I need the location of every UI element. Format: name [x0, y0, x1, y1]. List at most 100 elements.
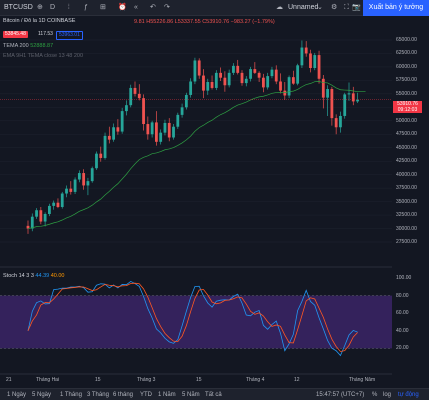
settings-icon[interactable]: ⚙ [331, 4, 338, 11]
tema-value: 52888.87 [30, 43, 54, 49]
range-button[interactable]: 3 Tháng [87, 392, 109, 398]
ema-line [27, 81, 366, 229]
current-time-tag: 09:12:03 [393, 107, 422, 113]
range-button[interactable]: 1 Năm [158, 392, 176, 398]
screenshot-icon[interactable]: 📷 [352, 4, 361, 11]
bid-tag[interactable]: 53845.48 [3, 31, 28, 38]
cloud-icon[interactable]: ☁ [276, 4, 283, 11]
current-price-tag: 53910.76 [393, 101, 422, 107]
time-axis-label: 15 [196, 377, 202, 383]
candle-body [116, 127, 120, 132]
stoch-title: Stoch 14 3 3 [3, 273, 34, 279]
candle-body [214, 72, 218, 88]
redo-icon[interactable]: ↷ [164, 4, 170, 11]
legend-open-prefix: 9.81 H [134, 19, 151, 25]
time-axis-label: 15 [95, 377, 101, 383]
layout-menu-chevron-icon[interactable]: ⌄ [317, 4, 323, 11]
ema-row: EMA 9H1 TEMA close 13 48 200 [3, 53, 83, 59]
chart-type-icon[interactable]: ⦙ [68, 4, 70, 11]
interval-selector[interactable]: D [50, 4, 56, 11]
layout-name[interactable]: Unnamed [288, 4, 319, 11]
candle-body [321, 78, 325, 98]
time-axis-label: 12 [294, 377, 300, 383]
candle-body [172, 126, 175, 138]
range-button[interactable]: 5 Ngày [32, 392, 52, 398]
percent-toggle[interactable]: % [372, 392, 378, 398]
candle-body [326, 89, 329, 98]
template-icon[interactable]: ⊞ [100, 4, 106, 11]
candle-body [313, 55, 317, 69]
range-button[interactable]: YTD [140, 392, 152, 398]
candle-body [77, 173, 81, 180]
compare-add-icon[interactable]: ⊕ [37, 4, 43, 11]
candle-body [39, 210, 43, 222]
replay-icon[interactable]: « [134, 4, 138, 11]
candle-body [266, 76, 270, 88]
publish-idea-button[interactable]: Xuất bản ý tưởng [363, 0, 429, 16]
stoch-legend: Stoch 14 3 3 44.39 40.00 [3, 273, 64, 279]
candle-body [253, 69, 257, 73]
symbol-search[interactable]: BTCUSD [4, 4, 33, 11]
candle-body [176, 114, 180, 127]
range-button[interactable]: 6 tháng [113, 392, 134, 398]
stoch-k-value: 44.39 [35, 273, 50, 279]
candle-body [210, 82, 214, 88]
auto-toggle[interactable]: tự động [398, 392, 419, 398]
candle-body [343, 94, 347, 116]
candle-body [163, 122, 167, 133]
price-axis-label: 40000.00 [396, 171, 417, 178]
candle-body [65, 188, 68, 194]
candle-body [300, 47, 304, 66]
bottom-bar: 1 Ngày 5 Ngày 1 Tháng 3 Tháng 6 tháng YTD 1 Nă… [0, 388, 429, 400]
candle-body [159, 132, 163, 142]
candle-body [283, 90, 287, 96]
ask-tag[interactable]: 53963.01 [56, 31, 83, 40]
candle-body [137, 93, 141, 99]
clock[interactable]: 15:47:57 (UTC+7) [316, 392, 365, 398]
candle-body [30, 216, 34, 229]
candle-body [90, 168, 94, 182]
candle-body [184, 94, 188, 108]
spread-tag: 117.53 [38, 31, 53, 37]
candle-body [125, 105, 128, 112]
candle-body [330, 89, 334, 119]
candle-body [219, 72, 222, 78]
candle-body [180, 107, 184, 115]
candle-body [223, 77, 227, 86]
candle-body [26, 225, 30, 229]
candle-body [35, 210, 38, 217]
range-button[interactable]: 5 Năm [182, 392, 200, 398]
candle-body [339, 115, 342, 128]
range-button[interactable]: 1 Ngày [7, 392, 27, 398]
log-toggle[interactable]: log [383, 392, 392, 398]
candle-body [86, 181, 90, 186]
fullscreen-icon[interactable]: ⛶ [344, 4, 349, 11]
price-axis-label: 37500.00 [396, 185, 417, 192]
candle-body [227, 72, 231, 86]
indicator-icon[interactable]: ƒ [84, 4, 88, 11]
undo-icon[interactable]: ↶ [150, 4, 156, 11]
range-button[interactable]: 1 Tháng [60, 392, 82, 398]
candle-body [249, 69, 252, 79]
stoch-band [0, 295, 392, 349]
stoch-axis-label: 60.00 [396, 310, 409, 317]
time-axis-label: Tháng 3 [137, 377, 156, 383]
legend-title: Bitcoin / Đô la 1D COINBASE [3, 18, 76, 24]
price-chart[interactable] [0, 16, 392, 388]
candle-body [69, 188, 73, 192]
tema-label: TEMA 200 [3, 43, 29, 49]
range-button[interactable]: Tất cả [205, 392, 222, 398]
alert-icon[interactable]: ⏰ [118, 4, 127, 11]
price-axis-label: 55000.00 [396, 90, 417, 97]
candle-body [82, 173, 86, 186]
candle-body [317, 55, 321, 79]
price-axis-label: 65000.00 [396, 37, 417, 43]
candle-body [189, 81, 193, 95]
candle-body [120, 111, 124, 132]
candle-body [99, 153, 103, 158]
price-axis-label: 27500.00 [396, 239, 417, 245]
candle-body [52, 202, 56, 206]
price-axis-label: 32500.00 [396, 212, 417, 219]
candle-body [244, 78, 248, 84]
candle-body [43, 213, 47, 222]
